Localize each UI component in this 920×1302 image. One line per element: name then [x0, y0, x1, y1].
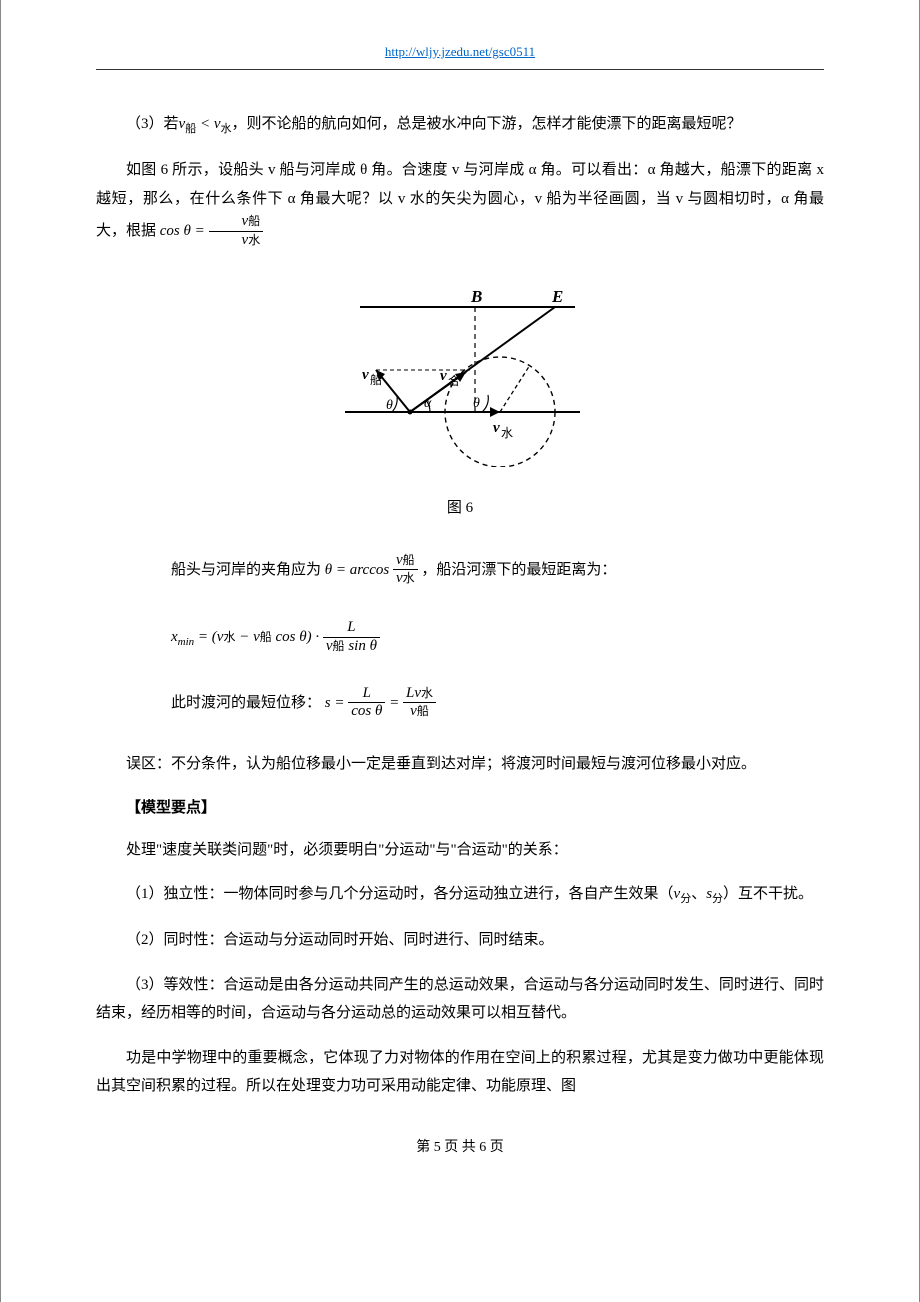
- text: （3）若: [126, 116, 179, 132]
- sub: 船: [333, 639, 345, 653]
- label-water-sub: 水: [501, 426, 513, 440]
- s-eq: s =: [325, 695, 348, 711]
- text: 此时渡河的最短位移：: [171, 695, 321, 711]
- eq: =: [389, 695, 403, 711]
- v-water-head: [490, 407, 500, 417]
- label-v-water: v: [493, 420, 500, 436]
- label-theta-l: θ: [386, 398, 393, 413]
- sub: 分: [712, 893, 723, 905]
- comma: 、: [691, 886, 706, 902]
- theta-eq: θ = arccos: [325, 562, 389, 578]
- den: v: [410, 703, 417, 719]
- label-boat-sub: 船: [370, 373, 382, 387]
- text: （1）独立性：一物体同时参与几个分运动时，各分运动独立进行，各自产生效果（: [126, 886, 674, 902]
- paragraph-intro: 处理"速度关联类问题"时，必须要明白"分运动"与"合运动"的关系：: [96, 836, 824, 865]
- den: v: [396, 570, 403, 586]
- section-title: 【模型要点】: [96, 795, 824, 822]
- paragraph-work: 功是中学物理中的重要概念，它体现了力对物体的作用在空间上的积累过程，尤其是变力做…: [96, 1044, 824, 1101]
- sub: 水: [248, 233, 260, 247]
- t: cos θ) ·: [272, 629, 323, 645]
- label-v-boat: v: [362, 367, 369, 383]
- label-he-sub: 合: [448, 373, 460, 388]
- text: 船头与河岸的夹角应为: [171, 562, 321, 578]
- den: cos θ: [348, 703, 385, 722]
- header-link[interactable]: http://wljy.jzedu.net/gsc0511: [96, 40, 824, 70]
- num: L: [348, 685, 385, 703]
- fraction: v船v水: [393, 552, 418, 590]
- cos: cos θ =: [160, 223, 209, 239]
- text: ，船沿河漂下的最短距离为：: [421, 562, 616, 578]
- fraction: v船v水: [209, 213, 264, 251]
- tangent-line: [410, 307, 555, 412]
- d: sin θ: [345, 638, 377, 654]
- figure-6: B E v 船 v 合 v 水 θ α θ: [96, 277, 824, 477]
- diagram-svg: B E v 船 v 合 v 水 θ α θ: [330, 277, 590, 467]
- sub: 水: [223, 630, 235, 644]
- page: http://wljy.jzedu.net/gsc0511 （3）若v船 < v…: [0, 0, 920, 1302]
- sub: 船: [417, 704, 429, 718]
- sub: 水: [220, 123, 231, 135]
- theta-arc-right: [482, 395, 488, 412]
- sub: 水: [421, 686, 433, 700]
- t: − v: [235, 629, 259, 645]
- paragraph-rule2: （2）同时性：合运动与分运动同时开始、同时进行、同时结束。: [96, 926, 824, 955]
- t: = (v: [194, 629, 223, 645]
- label-B: B: [470, 287, 482, 306]
- text: ）互不干扰。: [723, 886, 813, 902]
- d: v: [326, 638, 333, 654]
- lt: <: [196, 116, 214, 132]
- text: ，则不论船的航向如何，总是被水冲向下游，怎样才能使漂下的距离最短呢？: [231, 116, 741, 132]
- equation-xmin: xmin = (v水 − v船 cos θ) · Lv船 sin θ: [96, 619, 824, 657]
- label-E: E: [551, 287, 563, 306]
- paragraph-misconception: 误区：不分条件，认为船位移最小一定是垂直到达对岸；将渡河时间最短与渡河位移最小对…: [96, 750, 824, 779]
- sub: 船: [260, 630, 272, 644]
- figure-caption: 图 6: [96, 495, 824, 522]
- label-theta-r: θ: [473, 396, 480, 411]
- fraction: Lv水v船: [403, 685, 436, 723]
- sub: 水: [403, 571, 415, 585]
- paragraph-fig6: 如图 6 所示，设船头 v 船与河岸成 θ 角。合速度 v 与河岸成 α 角。可…: [96, 156, 824, 251]
- label-alpha: α: [424, 396, 432, 411]
- fraction: Lcos θ: [348, 685, 385, 723]
- sub: 船: [403, 553, 415, 567]
- num: Lv: [406, 685, 421, 701]
- paragraph-rule1: （1）独立性：一物体同时参与几个分运动时，各分运动独立进行，各自产生效果（v分、…: [96, 880, 824, 910]
- radius-line: [500, 365, 530, 412]
- angle-result: 船头与河岸的夹角应为 θ = arccos v船v水 ，船沿河漂下的最短距离为：: [96, 552, 824, 590]
- sub: min: [178, 636, 195, 648]
- num: L: [323, 619, 380, 637]
- paragraph-3: （3）若v船 < v水，则不论船的航向如何，总是被水冲向下游，怎样才能使漂下的距…: [96, 110, 824, 140]
- num: v: [396, 552, 403, 568]
- x: x: [171, 629, 178, 645]
- paragraph-rule3: （3）等效性：合运动是由各分运动共同产生的总运动效果，合运动与各分运动同时发生、…: [96, 971, 824, 1028]
- page-number: 第 5 页 共 6 页: [96, 1135, 824, 1160]
- sub: 分: [680, 893, 691, 905]
- sub: 船: [248, 214, 260, 228]
- fraction: Lv船 sin θ: [323, 619, 380, 657]
- sub: 船: [185, 123, 196, 135]
- equation-s: 此时渡河的最短位移： s = Lcos θ = Lv水v船: [96, 685, 824, 723]
